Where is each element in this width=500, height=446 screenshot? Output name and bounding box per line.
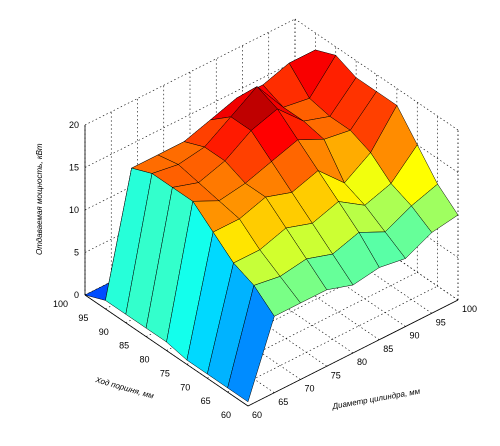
x-tick-label: 100 [462, 304, 477, 314]
y-tick-label: 65 [201, 396, 211, 406]
x-tick-label: 70 [305, 384, 315, 394]
y-tick-label: 75 [160, 368, 170, 378]
z-axis-label: Отдаваемая мощность, кВт [35, 143, 44, 255]
y-tick-label: 80 [139, 355, 149, 365]
x-axis-label: Диаметр цилиндра, мм [331, 387, 421, 412]
x-tick-label: 80 [357, 357, 367, 367]
z-tick-label: 10 [69, 205, 79, 215]
y-axis-label: Ход поршня, мм [93, 375, 155, 401]
surface-cell [227, 284, 275, 403]
surface-mesh [84, 49, 459, 403]
x-tick-label: 95 [436, 317, 446, 327]
y-tick-label: 95 [78, 313, 88, 323]
tick-labels: 60 65 70 75 80 85 90 95 100 100 95 90 85 80 75 70 65 60 0 5… [53, 120, 477, 420]
wall-gridline-z [294, 18, 459, 131]
axes [84, 125, 459, 407]
z-tick-label: 5 [74, 248, 79, 258]
x-axis-line [247, 299, 459, 407]
wall-gridline-z [84, 18, 296, 126]
y-axis-line [84, 294, 249, 407]
x-tick-label: 85 [383, 344, 393, 354]
floor-gridline-y [227, 285, 438, 393]
z-tick-label: 0 [74, 290, 79, 300]
x-tick-label: 75 [331, 370, 341, 380]
y-tick-label: 70 [180, 382, 190, 392]
z-tick-label: 20 [69, 120, 79, 130]
y-tick-label: 60 [221, 410, 231, 420]
y-tick-label: 85 [119, 341, 129, 351]
floor-gridline-y [207, 271, 418, 379]
x-tick-label: 60 [252, 410, 262, 420]
x-tick-label: 65 [278, 397, 288, 407]
wall-gridline-z [84, 61, 296, 168]
y-tick-label: 100 [53, 299, 68, 309]
x-tick-label: 90 [410, 331, 420, 341]
z-tick-label: 15 [69, 163, 79, 173]
y-tick-label: 90 [99, 327, 109, 337]
